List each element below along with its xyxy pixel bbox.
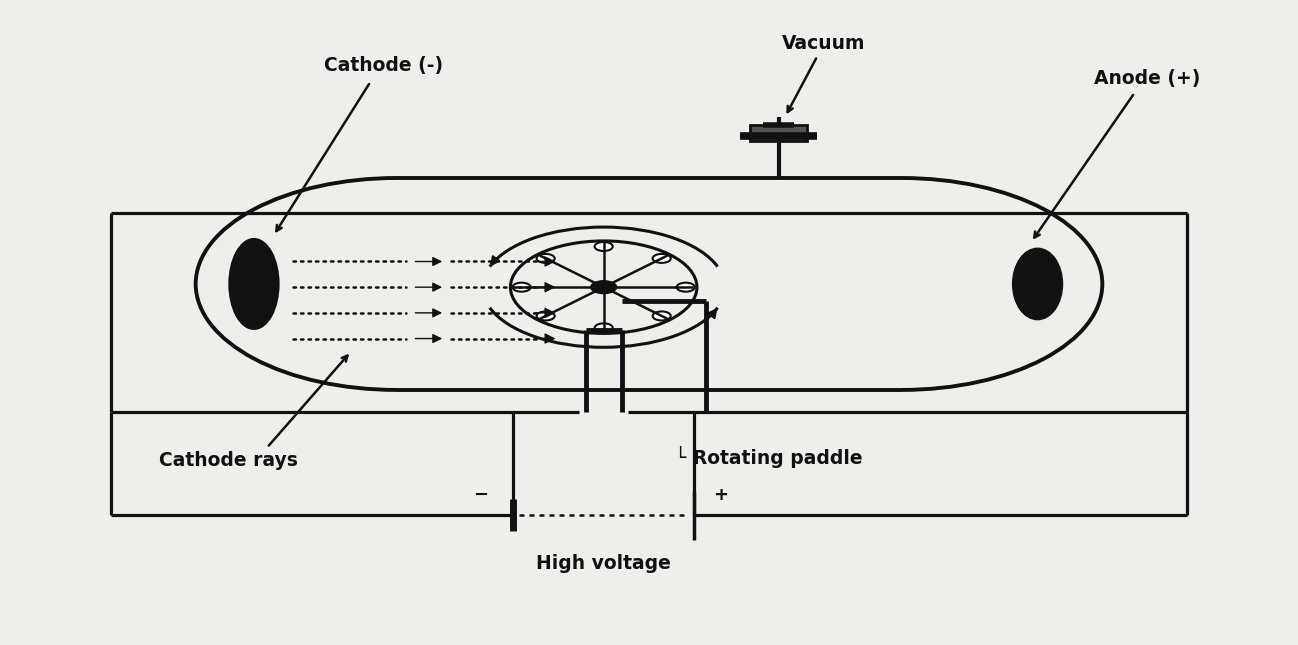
Ellipse shape bbox=[230, 239, 279, 329]
Ellipse shape bbox=[1012, 248, 1062, 319]
Circle shape bbox=[536, 312, 554, 321]
Text: −: − bbox=[472, 486, 488, 504]
Circle shape bbox=[653, 254, 671, 263]
Text: Vacuum: Vacuum bbox=[783, 34, 866, 53]
Text: Cathode rays: Cathode rays bbox=[158, 451, 297, 470]
Circle shape bbox=[676, 283, 694, 292]
Text: Cathode (-): Cathode (-) bbox=[324, 56, 443, 75]
Circle shape bbox=[536, 254, 554, 263]
Text: └ Rotating paddle: └ Rotating paddle bbox=[675, 446, 863, 468]
Bar bbox=[750, 125, 807, 141]
Text: High voltage: High voltage bbox=[536, 554, 671, 573]
Circle shape bbox=[594, 323, 613, 332]
Text: Anode (+): Anode (+) bbox=[1094, 69, 1201, 88]
Text: +: + bbox=[713, 486, 728, 504]
Circle shape bbox=[653, 312, 671, 321]
Circle shape bbox=[591, 281, 617, 293]
Circle shape bbox=[594, 242, 613, 251]
Circle shape bbox=[513, 283, 531, 292]
